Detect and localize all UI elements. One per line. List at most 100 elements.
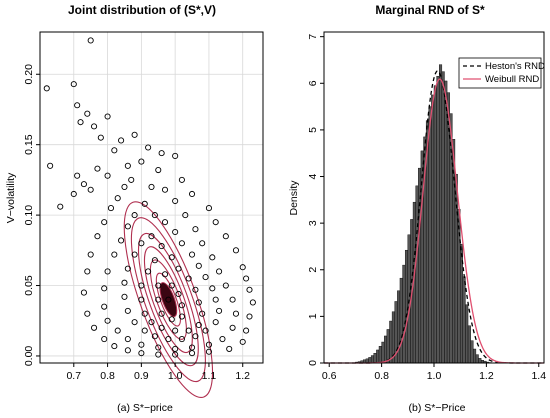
histogram-bar xyxy=(444,80,448,364)
chart-b-ytick-label: 4 xyxy=(307,173,319,179)
scatter-point xyxy=(70,190,77,198)
scatter-point xyxy=(165,296,172,303)
scatter-point xyxy=(161,186,169,193)
chart-a-contour xyxy=(130,217,206,383)
chart-a-xtick-label: 0.7 xyxy=(66,370,81,382)
scatter-point xyxy=(111,343,118,350)
scatter-point xyxy=(168,254,175,261)
scatter-point xyxy=(188,344,196,351)
chart-a-plot-frame xyxy=(39,31,264,364)
chart-b-ytick-label: 6 xyxy=(307,80,319,86)
scatter-point xyxy=(94,165,101,172)
scatter-point xyxy=(178,176,185,183)
scatter-point xyxy=(188,350,196,357)
scatter-point xyxy=(91,123,98,130)
histogram-bar xyxy=(378,346,382,364)
scatter-point xyxy=(165,336,172,343)
panel-joint-distribution: Joint distribution of (S*,V) 0.7 0.8 0.9 1.… xyxy=(5,3,264,414)
scatter-point xyxy=(77,119,84,126)
scatter-point xyxy=(232,310,240,317)
scatter-point xyxy=(70,81,77,88)
chart-b-ytick-label: 0 xyxy=(307,360,319,366)
scatter-point xyxy=(138,240,145,247)
chart-a-xtick-label: 1.1 xyxy=(202,370,217,382)
scatter-point xyxy=(199,240,206,247)
scatter-point xyxy=(138,341,145,348)
scatter-point xyxy=(141,200,148,207)
legend-box xyxy=(458,57,542,89)
scatter-point xyxy=(151,257,158,264)
scatter-point xyxy=(249,299,256,306)
scatter-point xyxy=(192,333,199,340)
scatter-point xyxy=(138,296,145,303)
chart-a-points xyxy=(43,37,256,358)
scatter-point xyxy=(239,338,246,345)
chart-a-y-axis: 0.00 0.05 0.10 0.15 0.20 xyxy=(23,64,40,366)
scatter-point xyxy=(172,197,179,205)
scatter-point xyxy=(192,286,199,293)
scatter-point xyxy=(104,113,111,120)
scatter-point xyxy=(87,37,94,44)
scatter-point xyxy=(246,313,253,320)
chart-b-ytick-label: 3 xyxy=(307,220,319,226)
chart-b-title: Marginal RND of S* xyxy=(375,3,485,17)
histogram-bar xyxy=(454,173,458,364)
scatter-point xyxy=(104,268,111,275)
scatter-point xyxy=(74,172,81,179)
histogram-bar xyxy=(470,340,474,364)
scatter-point xyxy=(155,282,162,289)
scatter-point xyxy=(232,247,240,254)
scatter-point xyxy=(212,219,219,226)
scatter-point xyxy=(84,268,91,275)
scatter-point xyxy=(243,275,250,282)
histogram-bar xyxy=(431,94,435,364)
scatter-point xyxy=(195,321,202,329)
histogram-bar xyxy=(376,349,380,364)
legend-label-weibull: Weibull RND xyxy=(485,74,539,85)
scatter-point xyxy=(84,310,91,317)
scatter-point xyxy=(145,144,152,151)
scatter-point xyxy=(87,186,94,193)
scatter-point xyxy=(124,347,131,354)
scatter-point xyxy=(74,102,81,109)
scatter-point xyxy=(138,282,145,289)
scatter-point xyxy=(151,333,158,340)
chart-a-xtick-label: 1.2 xyxy=(235,370,250,382)
scatter-point xyxy=(161,219,169,226)
histogram-bar xyxy=(381,341,385,364)
histogram-bar xyxy=(446,92,450,364)
histogram-bar xyxy=(462,276,466,364)
scatter-point xyxy=(118,237,125,244)
scatter-point xyxy=(145,268,152,275)
scatter-point xyxy=(91,324,98,331)
scatter-point xyxy=(175,290,182,298)
scatter-point xyxy=(148,319,155,326)
chart-a-ytick-label: 0.10 xyxy=(23,205,35,226)
scatter-point xyxy=(80,289,87,296)
scatter-point xyxy=(161,271,169,278)
chart-b-y-axis: 0 1 2 3 4 5 6 7 xyxy=(307,34,324,366)
histogram-bar xyxy=(399,277,403,364)
scatter-point xyxy=(219,336,226,343)
histogram-bar xyxy=(370,355,374,364)
chart-a-contour xyxy=(149,259,187,340)
scatter-point xyxy=(195,299,202,306)
histogram-bar xyxy=(478,358,482,364)
histogram-bar xyxy=(475,354,479,364)
chart-b-ylabel: Density xyxy=(288,180,300,216)
scatter-point xyxy=(101,336,108,343)
scatter-point xyxy=(205,341,212,348)
legend-label-heston: Heston's RND xyxy=(485,61,545,72)
chart-a-gridlines xyxy=(40,32,263,363)
chart-b-caption: (b) S*−Price xyxy=(409,402,466,414)
chart-a-contour xyxy=(143,246,193,354)
scatter-point xyxy=(101,219,108,226)
chart-a-ytick-label: 0.00 xyxy=(23,346,35,367)
chart-b-ytick-label: 5 xyxy=(307,127,319,133)
scatter-point xyxy=(138,158,145,165)
scatter-point xyxy=(172,327,179,334)
scatter-point xyxy=(121,183,128,190)
scatter-point xyxy=(243,327,250,334)
scatter-point xyxy=(155,166,162,174)
